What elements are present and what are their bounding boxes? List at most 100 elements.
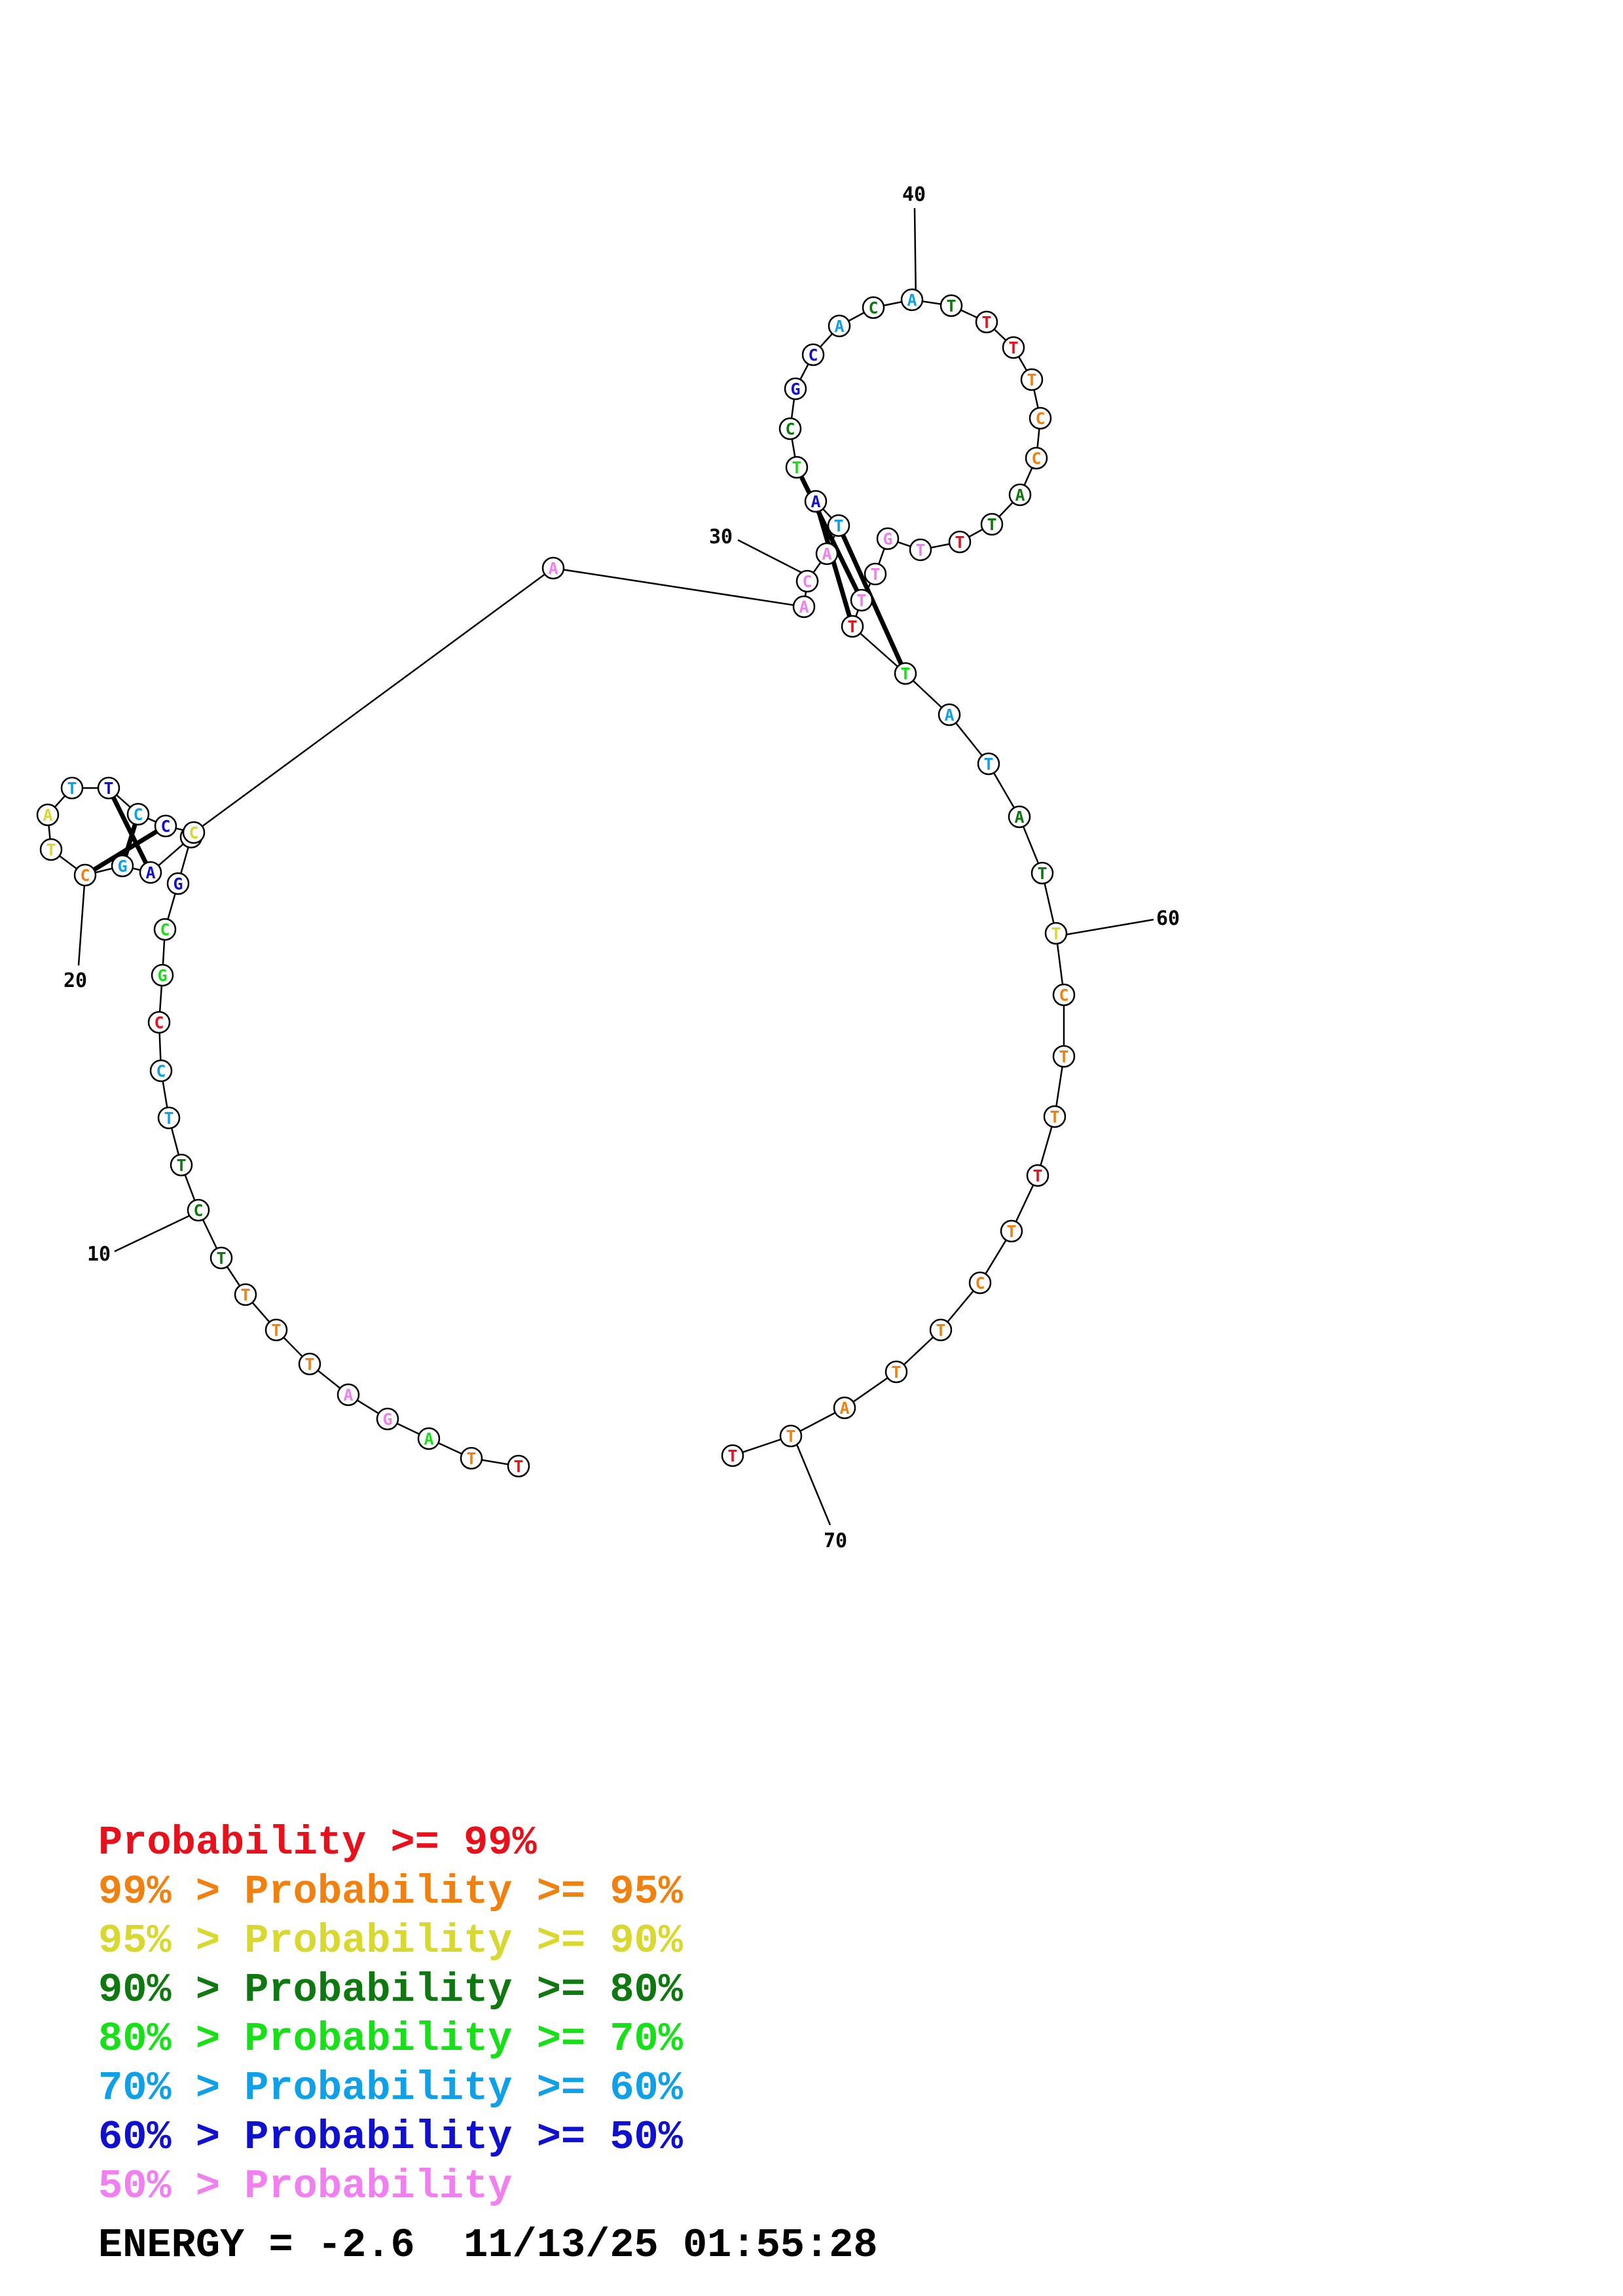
legend-text: Probability >= 60%	[244, 2065, 683, 2111]
legend-row-50: 60% > Probability >= 50%	[98, 2113, 949, 2162]
nucleotide-circle	[60, 776, 84, 800]
nucleotide-circle	[827, 514, 850, 537]
nucleotide-circle	[153, 918, 177, 941]
nucleotide-letter: T	[1027, 370, 1036, 389]
base-pair-bond	[106, 787, 153, 874]
nucleotide-node: T	[785, 456, 809, 479]
nucleotide-node: T	[948, 530, 972, 554]
legend-text: Probability >= 50%	[244, 2114, 683, 2161]
legend-prefix: 70% >	[98, 2065, 245, 2111]
nucleotide-letter: A	[839, 1399, 849, 1418]
nucleotide-letter: T	[900, 664, 910, 683]
tick-line-70	[794, 1441, 831, 1526]
nucleotide-node: T	[1043, 1105, 1067, 1128]
nucleotide-letter: A	[822, 545, 831, 564]
nucleotide-node: T	[1000, 1219, 1023, 1243]
tick-line-40	[913, 207, 917, 302]
nucleotide-circle	[980, 512, 1004, 536]
nucleotide-circle	[541, 556, 565, 580]
nucleotide-node: T	[827, 514, 850, 537]
nucleotide-node: C	[1052, 983, 1076, 1007]
nucleotide-circle	[182, 821, 206, 844]
nucleotide-node: T	[39, 838, 63, 861]
nucleotide-circle	[909, 538, 932, 562]
nucleotide-letter: A	[343, 1386, 353, 1405]
nucleotide-circle	[815, 542, 839, 565]
nucleotide-letter: T	[271, 1321, 281, 1340]
nucleotide-node: T	[210, 1246, 233, 1270]
legend-prefix: 99% >	[98, 1869, 245, 1915]
nucleotide-node: T	[264, 1318, 288, 1342]
nucleotide-letter: A	[1014, 808, 1024, 827]
nucleotide-circle	[977, 752, 1000, 776]
nucleotide-letter: C	[1031, 449, 1041, 468]
nucleotide-circle	[1030, 861, 1054, 885]
nucleotide-letter: T	[915, 541, 925, 560]
nucleotide-letter: T	[786, 1427, 795, 1446]
nucleotide-letter: T	[164, 1109, 173, 1128]
nucleotide-node: G	[376, 1407, 399, 1431]
nucleotide-node: T	[298, 1352, 321, 1376]
nucleotide-letter: T	[870, 565, 880, 584]
nucleotide-node: A	[804, 490, 828, 513]
nucleotide-circle	[778, 417, 802, 440]
nucleotide-node: T	[1020, 368, 1044, 391]
nucleotide-node: C	[182, 821, 206, 844]
nucleotide-letter: T	[466, 1449, 476, 1468]
nucleotide-letter: A	[1015, 486, 1025, 505]
tick-line-20	[77, 874, 86, 966]
nucleotide-node: T	[977, 752, 1000, 776]
nucleotide-circle	[1020, 368, 1044, 391]
nucleotide-node: C	[149, 1059, 173, 1083]
legend-prefix: 80% >	[98, 2016, 245, 2062]
nucleotide-circle	[210, 1246, 233, 1270]
nucleotide-circle	[948, 530, 972, 554]
nucleotide-letter: A	[43, 806, 52, 825]
nucleotide-node: T	[97, 776, 120, 800]
nucleotide-letter: T	[792, 458, 801, 477]
nucleotide-letter: T	[983, 755, 993, 774]
nucleotide-circle	[149, 1059, 173, 1083]
nucleotide-circle	[938, 703, 961, 726]
nucleotide-circle	[900, 288, 924, 312]
nucleotide-node: C	[73, 863, 97, 887]
nucleotide-circle	[234, 1283, 257, 1306]
nucleotide-node: A	[417, 1427, 441, 1450]
nucleotide-letter: C	[154, 1013, 164, 1032]
nucleotide-letter: T	[833, 516, 843, 535]
nucleotide-letter: T	[216, 1249, 226, 1268]
nucleotide-circle	[804, 490, 828, 513]
nucleotide-node: C	[126, 802, 150, 826]
nucleotide-circle	[850, 588, 873, 612]
nucleotide-node: C	[862, 296, 885, 319]
nucleotide-letter: T	[1059, 1047, 1068, 1066]
nucleotide-letter: T	[67, 779, 77, 798]
nucleotide-node: A	[36, 803, 60, 827]
tick-label-40: 40	[902, 183, 926, 206]
footer-spacer	[415, 2222, 464, 2269]
nucleotide-letter: C	[975, 1274, 985, 1293]
nucleotide-circle	[939, 294, 963, 317]
nucleotide-letter: A	[944, 706, 954, 725]
nucleotide-node: C	[968, 1271, 992, 1295]
tick-label-70: 70	[824, 1530, 847, 1552]
base-pair-layer	[84, 466, 908, 877]
nucleotide-letter: A	[145, 863, 155, 882]
nucleotide-node: A	[139, 861, 162, 884]
nucleotide-circle	[417, 1427, 441, 1450]
nucleotide-circle	[1008, 483, 1032, 507]
nucleotide-circle	[151, 963, 174, 987]
nucleotide-letter: C	[156, 1062, 166, 1081]
tick-line-10	[114, 1210, 200, 1253]
nucleotide-node: A	[900, 288, 924, 312]
nucleotide-node: T	[1026, 1164, 1049, 1187]
nucleotide-circle	[721, 1444, 744, 1467]
nucleotide-letter: T	[176, 1156, 186, 1175]
legend-row-95: 99% > Probability >= 95%	[98, 1867, 949, 1916]
nucleotide-circle	[157, 1106, 181, 1130]
nucleotide-circle	[833, 1396, 856, 1420]
nucleotide-node: C	[795, 569, 819, 593]
nucleotide-circle	[337, 1383, 360, 1407]
nucleotide-circle	[1044, 922, 1068, 945]
nucleotide-letter: A	[811, 492, 820, 511]
